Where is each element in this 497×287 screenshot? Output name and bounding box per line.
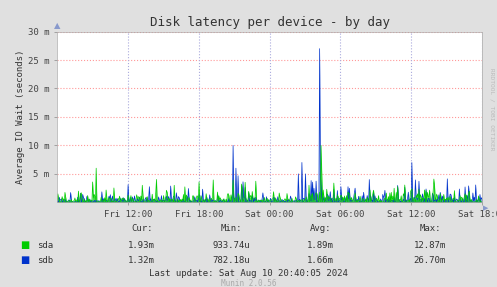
Text: Min:: Min:	[220, 224, 242, 233]
Text: ▲: ▲	[54, 21, 61, 30]
Text: sdb: sdb	[37, 256, 53, 265]
Text: 12.87m: 12.87m	[414, 241, 446, 250]
Y-axis label: Average IO Wait (seconds): Average IO Wait (seconds)	[16, 50, 25, 184]
Text: 1.93m: 1.93m	[128, 241, 155, 250]
Text: 1.32m: 1.32m	[128, 256, 155, 265]
Text: 933.74u: 933.74u	[212, 241, 250, 250]
Text: Last update: Sat Aug 10 20:40:05 2024: Last update: Sat Aug 10 20:40:05 2024	[149, 269, 348, 278]
Text: Max:: Max:	[419, 224, 441, 233]
Text: 1.66m: 1.66m	[307, 256, 334, 265]
Text: sda: sda	[37, 241, 53, 250]
Text: RRDTOOL / TOBI OETIKER: RRDTOOL / TOBI OETIKER	[490, 68, 495, 150]
Text: Munin 2.0.56: Munin 2.0.56	[221, 279, 276, 287]
Text: 1.89m: 1.89m	[307, 241, 334, 250]
Text: 26.70m: 26.70m	[414, 256, 446, 265]
Text: 782.18u: 782.18u	[212, 256, 250, 265]
Text: ▶: ▶	[484, 205, 489, 211]
Text: Cur:: Cur:	[131, 224, 153, 233]
Title: Disk latency per device - by day: Disk latency per device - by day	[150, 16, 390, 29]
Text: ■: ■	[20, 255, 29, 265]
Text: ■: ■	[20, 240, 29, 250]
Text: Avg:: Avg:	[310, 224, 331, 233]
